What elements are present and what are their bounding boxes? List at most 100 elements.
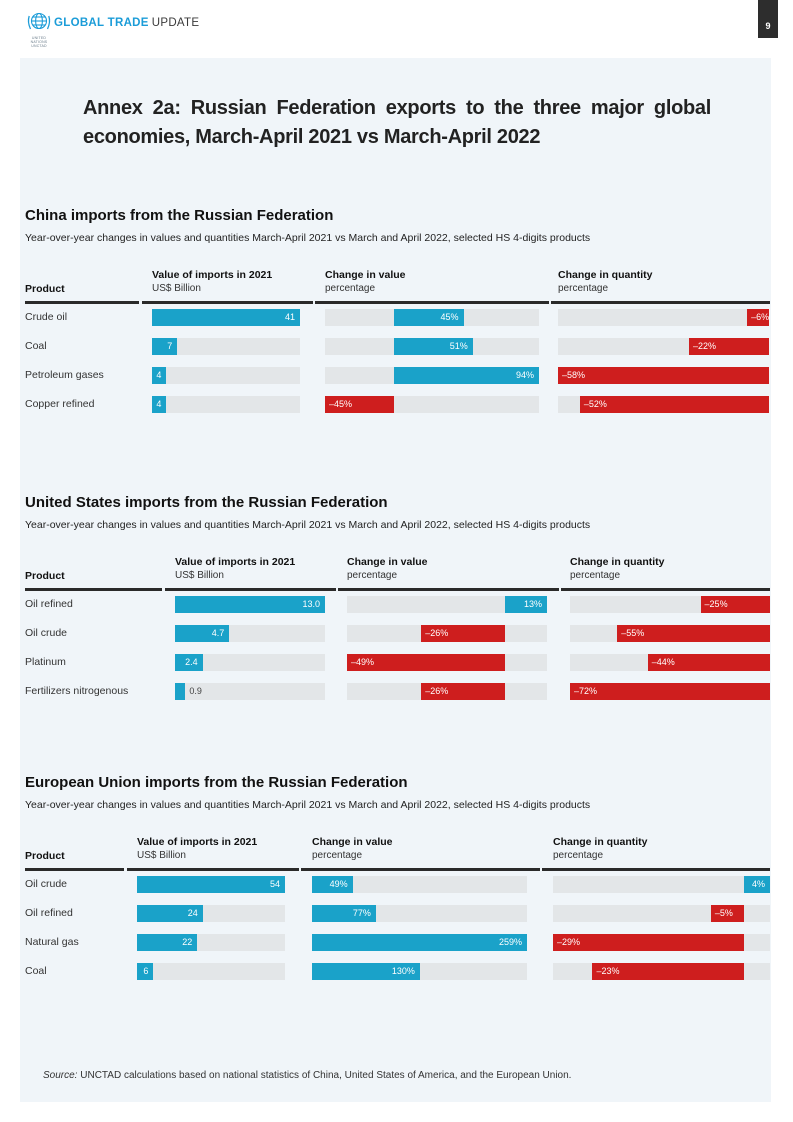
value-bar bbox=[175, 625, 230, 642]
page-number-tab: 9 bbox=[758, 0, 778, 38]
column-header-change-value-unit: percentage bbox=[312, 850, 363, 861]
change-value-track: 77% bbox=[312, 905, 527, 922]
change-quantity-track: –5% bbox=[553, 905, 770, 922]
change-quantity-bar bbox=[647, 654, 770, 671]
section-1: China imports from the Russian Federatio… bbox=[25, 207, 770, 447]
page-number: 9 bbox=[765, 21, 771, 31]
change-value-track: –49% bbox=[347, 654, 547, 671]
change-value-bar-label: –26% bbox=[425, 628, 449, 638]
product-label: Natural gas bbox=[25, 936, 79, 948]
product-label: Copper refined bbox=[25, 398, 95, 410]
change-quantity-bar bbox=[743, 876, 770, 893]
change-value-bar-label: 51% bbox=[449, 341, 468, 351]
column-header-change-value: Change in value percentage bbox=[347, 556, 428, 581]
header-rule-segment bbox=[338, 588, 559, 591]
product-label: Crude oil bbox=[25, 311, 68, 323]
logo-caption-line2: UNCTAD bbox=[31, 44, 47, 48]
change-value-track: 51% bbox=[325, 338, 539, 355]
logo-caption-line1: UNITED NATIONS bbox=[30, 36, 48, 44]
change-quantity-track: –44% bbox=[570, 654, 770, 671]
column-header-value: Value of imports in 2021 US$ Billion bbox=[152, 269, 273, 294]
header-rule-segment bbox=[550, 301, 770, 304]
section-title: China imports from the Russian Federatio… bbox=[25, 207, 334, 224]
value-bar bbox=[137, 905, 203, 922]
value-bar bbox=[175, 596, 325, 613]
change-value-track: 49% bbox=[312, 876, 527, 893]
column-header-change-quantity-unit: percentage bbox=[570, 570, 621, 581]
change-quantity-bar bbox=[570, 683, 770, 700]
change-quantity-track: –72% bbox=[570, 683, 770, 700]
value-bar-label: 41 bbox=[284, 312, 295, 322]
header-rule-segment bbox=[25, 868, 124, 871]
product-label: Oil crude bbox=[25, 878, 68, 890]
change-value-bar bbox=[421, 683, 506, 700]
change-quantity-bar bbox=[710, 905, 744, 922]
value-track: 0.9 bbox=[175, 683, 325, 700]
page-title: Annex 2a: Russian Federation exports to … bbox=[83, 94, 711, 152]
value-bar bbox=[152, 367, 167, 384]
value-bar-label: 54 bbox=[269, 879, 280, 889]
change-value-bar-label: 77% bbox=[352, 908, 371, 918]
change-value-bar-label: 45% bbox=[440, 312, 459, 322]
column-header-product: Product bbox=[25, 570, 65, 582]
change-quantity-bar-label: –22% bbox=[692, 341, 716, 351]
value-bar-label: 4 bbox=[156, 399, 162, 409]
column-header-change-value-unit: percentage bbox=[325, 283, 376, 294]
value-bar bbox=[175, 683, 186, 700]
change-value-bar bbox=[312, 905, 376, 922]
column-header-product: Product bbox=[25, 850, 65, 862]
column-header-change-value: Change in value percentage bbox=[312, 836, 393, 861]
change-quantity-bar-label: –6% bbox=[751, 312, 770, 322]
header-rule-segment bbox=[314, 301, 549, 304]
change-quantity-bar-label: –5% bbox=[714, 908, 733, 918]
un-emblem-icon bbox=[27, 12, 51, 30]
column-header-value-unit: US$ Billion bbox=[175, 570, 224, 581]
header-rule-segment bbox=[25, 588, 162, 591]
header-rule-segment bbox=[142, 301, 313, 304]
change-value-bar-label: 94% bbox=[515, 370, 534, 380]
column-header-change-quantity: Change in quantity percentage bbox=[558, 269, 653, 294]
change-quantity-bar-label: –52% bbox=[583, 399, 607, 409]
value-bar-label: 7 bbox=[167, 341, 173, 351]
change-value-bar-label: –26% bbox=[425, 686, 449, 696]
change-value-bar-label: 259% bbox=[498, 937, 522, 947]
value-bar bbox=[152, 338, 178, 355]
value-bar-label: 2.4 bbox=[185, 657, 198, 667]
change-quantity-bar-label: –55% bbox=[621, 628, 645, 638]
value-bar-label: 6 bbox=[143, 966, 149, 976]
page-title-line1: Annex 2a: Russian Federation exports to … bbox=[83, 97, 711, 119]
header-rule-segment bbox=[127, 868, 299, 871]
column-header-change-quantity-unit: percentage bbox=[558, 283, 609, 294]
value-bar bbox=[152, 309, 300, 326]
change-quantity-bar bbox=[592, 963, 744, 980]
column-header-value: Value of imports in 2021 US$ Billion bbox=[175, 556, 296, 581]
publication-brand: GLOBAL TRADE UPDATE bbox=[54, 17, 199, 29]
top-header-band: UNITED NATIONS UNCTAD GLOBAL TRADE UPDATE… bbox=[0, 0, 793, 56]
change-value-track: –26% bbox=[347, 625, 547, 642]
column-header-change-quantity: Change in quantity percentage bbox=[570, 556, 665, 581]
change-quantity-track: –6% bbox=[558, 309, 769, 326]
change-quantity-bar bbox=[579, 396, 769, 413]
source-label: Source: bbox=[43, 1070, 78, 1081]
value-bar bbox=[175, 654, 203, 671]
value-bar-label: 0.9 bbox=[189, 686, 202, 696]
change-value-track: –26% bbox=[347, 683, 547, 700]
value-track: 4.7 bbox=[175, 625, 325, 642]
value-track: 41 bbox=[152, 309, 300, 326]
product-label: Oil refined bbox=[25, 907, 73, 919]
change-quantity-bar bbox=[558, 367, 769, 384]
change-quantity-track: 4% bbox=[553, 876, 770, 893]
source-text: UNCTAD calculations based on national st… bbox=[80, 1070, 572, 1081]
change-value-bar-label: 130% bbox=[391, 966, 415, 976]
change-quantity-track: –22% bbox=[558, 338, 769, 355]
change-value-bar bbox=[505, 596, 547, 613]
column-header-product: Product bbox=[25, 283, 65, 295]
change-quantity-bar bbox=[553, 934, 744, 951]
header-rule-segment bbox=[542, 868, 770, 871]
change-value-bar bbox=[312, 934, 527, 951]
change-quantity-bar-label: –72% bbox=[574, 686, 598, 696]
content-panel: Annex 2a: Russian Federation exports to … bbox=[20, 58, 771, 1102]
product-label: Oil refined bbox=[25, 598, 73, 610]
section-title: European Union imports from the Russian … bbox=[25, 774, 408, 791]
value-track: 7 bbox=[152, 338, 300, 355]
